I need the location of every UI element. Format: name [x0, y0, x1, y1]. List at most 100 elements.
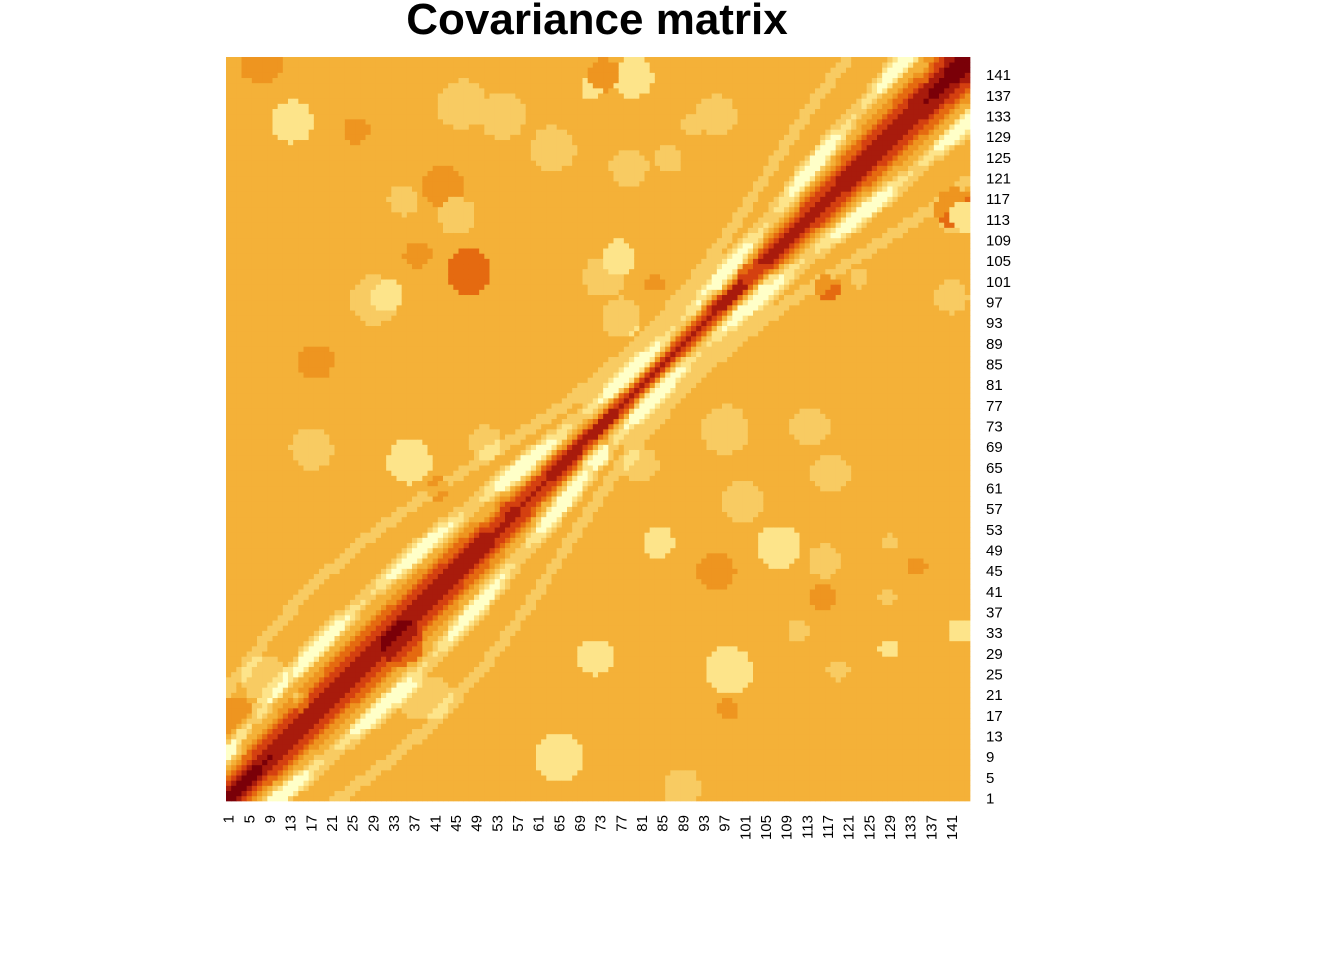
heatmap-cell	[396, 625, 403, 631]
heatmap-cell	[257, 527, 263, 533]
heatmap-cell	[339, 367, 346, 373]
heatmap-cell	[293, 124, 299, 130]
heatmap-cell	[288, 372, 294, 378]
heatmap-cell	[226, 320, 232, 327]
heatmap-cell	[282, 274, 289, 280]
heatmap-cell	[298, 294, 304, 301]
heatmap-cell	[236, 661, 242, 668]
heatmap-cell	[267, 165, 273, 172]
heatmap-cell	[277, 330, 284, 337]
heatmap-cell	[246, 248, 253, 254]
heatmap-cell	[226, 640, 232, 647]
heatmap-cell	[391, 532, 397, 538]
heatmap-cell	[226, 666, 232, 673]
heatmap-cell	[277, 733, 284, 740]
heatmap-cell	[396, 656, 403, 662]
heatmap-cell	[241, 382, 248, 389]
heatmap-cell	[365, 744, 372, 750]
heatmap-cell	[231, 294, 237, 301]
heatmap-cell	[288, 191, 294, 197]
heatmap-cell	[391, 57, 397, 63]
heatmap-cell	[324, 392, 330, 399]
heatmap-cell	[303, 692, 310, 699]
heatmap-cell	[272, 558, 279, 564]
heatmap-cell	[298, 759, 304, 766]
heatmap-cell	[334, 387, 341, 394]
heatmap-cell	[236, 175, 242, 182]
heatmap-cell	[308, 697, 315, 704]
heatmap-cell	[288, 165, 294, 172]
heatmap-cell	[396, 604, 403, 611]
heatmap-cell	[360, 713, 366, 719]
heatmap-cell	[267, 542, 273, 549]
heatmap-cell	[272, 294, 279, 301]
heatmap-cell	[257, 289, 263, 296]
heatmap-cell	[319, 728, 325, 735]
heatmap-cell	[355, 268, 361, 275]
heatmap-cell	[360, 103, 366, 110]
heatmap-cell	[226, 253, 232, 259]
heatmap-cell	[370, 558, 377, 564]
heatmap-cell	[262, 144, 268, 151]
heatmap-cell	[277, 82, 284, 89]
heatmap-cell	[246, 351, 253, 358]
heatmap-cell	[375, 744, 382, 750]
heatmap-cell	[401, 542, 408, 549]
heatmap-cell	[370, 496, 377, 502]
heatmap-cell	[236, 537, 242, 544]
heatmap-cell	[350, 496, 356, 502]
heatmap-cell	[226, 749, 232, 755]
heatmap-cell	[329, 558, 335, 564]
heatmap-cell	[251, 578, 258, 585]
heatmap-cell	[313, 315, 320, 321]
heatmap-cell	[282, 547, 289, 554]
heatmap-cell	[355, 129, 361, 135]
heatmap-cell	[226, 392, 232, 399]
heatmap-cell	[267, 754, 273, 761]
heatmap-cell	[319, 294, 325, 301]
heatmap-cell	[324, 568, 330, 575]
heatmap-cell	[293, 594, 299, 600]
heatmap-cell	[360, 413, 366, 420]
heatmap-cell	[241, 542, 248, 549]
heatmap-cell	[334, 671, 341, 678]
heatmap-cell	[236, 108, 242, 115]
heatmap-cell	[401, 532, 408, 538]
heatmap-cell	[334, 212, 341, 218]
heatmap-cell	[329, 403, 335, 409]
heatmap-cell	[308, 780, 315, 786]
heatmap-cell	[334, 134, 341, 141]
heatmap-cell	[396, 299, 403, 306]
heatmap-cell	[226, 227, 232, 234]
heatmap-cell	[350, 770, 356, 776]
heatmap-cell	[293, 733, 299, 740]
heatmap-cell	[246, 764, 253, 771]
heatmap-cell	[282, 108, 289, 115]
heatmap-cell	[231, 305, 237, 311]
heatmap-cell	[231, 237, 237, 244]
heatmap-cell	[375, 227, 382, 234]
heatmap-cell	[329, 191, 335, 197]
heatmap-cell	[272, 775, 279, 781]
heatmap-cell	[401, 361, 408, 368]
heatmap-cell	[334, 206, 341, 213]
heatmap-cell	[282, 708, 289, 714]
heatmap-cell	[370, 346, 377, 352]
heatmap-cell	[251, 222, 258, 228]
heatmap-cell	[298, 547, 304, 554]
heatmap-cell	[303, 299, 310, 306]
heatmap-cell	[391, 294, 397, 301]
heatmap-cell	[360, 398, 366, 404]
heatmap-cell	[329, 656, 335, 662]
heatmap-cell	[313, 341, 320, 347]
heatmap-cell	[272, 547, 279, 554]
heatmap-cell	[308, 263, 315, 270]
heatmap-cell	[396, 744, 403, 750]
heatmap-cell	[298, 160, 304, 166]
heatmap-cell	[365, 646, 372, 652]
heatmap-cell	[288, 594, 294, 600]
heatmap-cell	[386, 418, 392, 425]
heatmap-cell	[257, 299, 263, 306]
heatmap-cell	[298, 186, 304, 192]
heatmap-cell	[267, 279, 273, 285]
